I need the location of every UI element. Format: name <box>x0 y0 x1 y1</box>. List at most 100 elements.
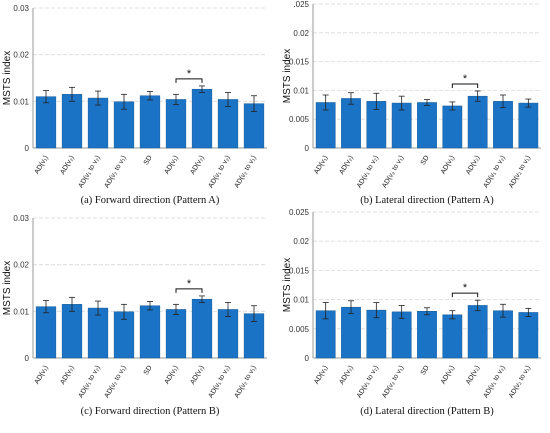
category-label: AD(v₂ to v₁) <box>104 365 128 400</box>
chart-panel-d: 0 0.005 0.01 0.015 0.02 0.025 MSTS index AD(v₁)… <box>282 208 541 417</box>
bar <box>61 304 83 359</box>
chart-caption: (d) Lateral direction (Pattern B) <box>360 406 494 417</box>
y-tick-label: .025 <box>293 0 309 9</box>
y-tick-label: 0.015 <box>289 58 310 67</box>
y-tick-label: 0 <box>305 144 310 153</box>
bar <box>467 305 488 359</box>
category-label: AD(v₂) <box>59 365 75 386</box>
category-label: AD(v₁ to v₂) <box>208 155 232 190</box>
y-tick-label: 0 <box>305 354 310 363</box>
category-label: AD(v₂) <box>338 365 354 386</box>
bar <box>417 102 437 149</box>
category-label: AD(v₂ to v₁) <box>508 365 532 400</box>
y-tick-label: 0.03 <box>13 214 29 223</box>
category-label: SD <box>420 365 431 377</box>
y-tick-label: 0.02 <box>13 51 29 60</box>
y-tick-label: 0.02 <box>293 29 309 38</box>
category-label: AD(v₁ to v₂) <box>78 155 102 190</box>
category-label: AD(v₁) <box>440 365 456 386</box>
bar <box>442 314 463 359</box>
category-label: SD <box>143 155 154 167</box>
bar <box>35 96 57 149</box>
y-axis-label: MSTS index <box>2 51 13 105</box>
category-label: AD(v₁ to v₂) <box>78 365 102 400</box>
y-tick-label: 0.005 <box>289 325 310 334</box>
category-label: AD(v₂ to v₁) <box>234 365 258 400</box>
category-label: AD(v₁) <box>164 155 180 176</box>
significance-marker: * <box>463 73 468 85</box>
y-tick-label: 0.01 <box>293 86 309 95</box>
bar <box>139 95 161 149</box>
category-label: AD(v₁) <box>313 365 329 386</box>
y-tick-label: 0.025 <box>289 208 310 217</box>
bar <box>87 97 109 149</box>
category-label: AD(v₂ to v₁) <box>381 155 405 190</box>
bar <box>139 305 161 359</box>
y-tick-label: 0.015 <box>289 266 310 275</box>
bar <box>341 98 361 149</box>
category-label: AD(v₂) <box>59 155 75 176</box>
category-label: AD(v₁) <box>313 155 329 176</box>
category-label: AD(v₁ to v₂) <box>483 365 507 400</box>
y-tick-label: 0 <box>25 144 30 153</box>
category-label: AD(v₁) <box>164 365 180 386</box>
bar <box>518 312 539 359</box>
bar <box>391 311 412 359</box>
y-axis-label: MSTS index <box>282 258 293 312</box>
significance-marker: * <box>463 282 468 294</box>
category-label: AD(v₂) <box>465 365 481 386</box>
category-label: AD(v₂) <box>465 155 481 176</box>
chart-panel-b: 0 0.005 0.01 0.015 0.02 .025 MSTS index AD(v₁) A… <box>282 0 541 206</box>
significance-bracket <box>451 83 479 88</box>
y-axis-label: MSTS index <box>282 49 293 103</box>
y-tick-label: 0.005 <box>289 115 310 124</box>
category-label: AD(v₁ to v₂) <box>356 155 380 190</box>
bar <box>61 94 83 149</box>
bar <box>442 105 463 149</box>
chart-caption: (a) Forward direction (Pattern A) <box>81 195 220 206</box>
category-label: AD(v₁ to v₂) <box>356 365 380 400</box>
category-label: AD(v₂ to v₁) <box>234 155 258 190</box>
bar <box>87 307 109 359</box>
category-label: SD <box>143 365 154 377</box>
category-label: AD(v₂ to v₁) <box>381 365 405 400</box>
significance-marker: * <box>187 68 192 80</box>
significance-bracket <box>175 288 203 293</box>
significance-bracket <box>175 78 203 83</box>
bar <box>165 99 187 149</box>
bar <box>493 101 513 149</box>
chart-caption: (b) Lateral direction (Pattern A) <box>360 195 494 206</box>
bar <box>341 306 361 359</box>
y-tick-label: 0 <box>25 354 30 363</box>
category-label: SD <box>420 155 431 167</box>
category-label: AD(v₁) <box>34 365 50 386</box>
bar <box>518 102 539 149</box>
y-tick-label: 0.01 <box>293 296 309 305</box>
category-label: AD(v₂) <box>189 365 205 386</box>
chart-caption: (c) Forward direction (Pattern B) <box>81 406 220 417</box>
y-tick-label: 0.02 <box>13 261 29 270</box>
category-label: AD(v₁) <box>440 155 456 176</box>
category-label: AD(v₂ to v₁) <box>508 155 532 190</box>
category-label: AD(v₂ to v₁) <box>104 155 128 190</box>
significance-marker: * <box>187 278 192 290</box>
category-label: AD(v₂) <box>189 155 205 176</box>
category-label: AD(v₁) <box>34 155 50 176</box>
y-tick-label: 0.01 <box>13 97 29 106</box>
bar <box>35 306 57 359</box>
y-tick-label: 0.03 <box>13 4 29 13</box>
bar <box>191 88 213 149</box>
bar <box>165 309 187 359</box>
bar <box>191 298 213 359</box>
category-label: AD(v₂) <box>338 155 354 176</box>
y-axis-label: MSTS index <box>2 261 13 315</box>
y-tick-label: 0.01 <box>13 307 29 316</box>
bar <box>493 310 513 359</box>
significance-bracket <box>451 292 479 298</box>
y-tick-label: 0.02 <box>293 237 309 246</box>
bar <box>417 311 437 359</box>
category-label: AD(v₁ to v₂) <box>208 365 232 400</box>
